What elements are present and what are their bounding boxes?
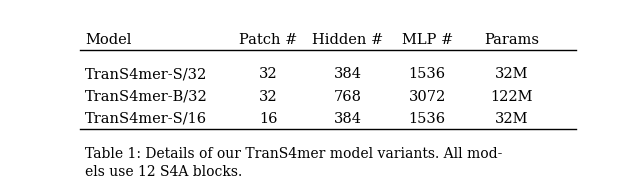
Text: 384: 384 bbox=[334, 112, 362, 126]
Text: 1536: 1536 bbox=[408, 67, 446, 81]
Text: 768: 768 bbox=[334, 89, 362, 103]
Text: 32M: 32M bbox=[495, 67, 528, 81]
Text: Hidden #: Hidden # bbox=[312, 33, 383, 47]
Text: TranS4mer-B/32: TranS4mer-B/32 bbox=[85, 89, 208, 103]
Text: els use 12 S4A blocks.: els use 12 S4A blocks. bbox=[85, 165, 242, 179]
Text: 3072: 3072 bbox=[408, 89, 446, 103]
Text: 384: 384 bbox=[334, 67, 362, 81]
Text: 32: 32 bbox=[259, 67, 278, 81]
Text: Patch #: Patch # bbox=[239, 33, 298, 47]
Text: 1536: 1536 bbox=[408, 112, 446, 126]
Text: Model: Model bbox=[85, 33, 131, 47]
Text: 16: 16 bbox=[259, 112, 278, 126]
Text: Params: Params bbox=[484, 33, 539, 47]
Text: 122M: 122M bbox=[490, 89, 532, 103]
Text: TranS4mer-S/16: TranS4mer-S/16 bbox=[85, 112, 207, 126]
Text: 32: 32 bbox=[259, 89, 278, 103]
Text: TranS4mer-S/32: TranS4mer-S/32 bbox=[85, 67, 207, 81]
Text: 32M: 32M bbox=[495, 112, 528, 126]
Text: MLP #: MLP # bbox=[401, 33, 453, 47]
Text: Table 1: Details of our TranS4mer model variants. All mod-: Table 1: Details of our TranS4mer model … bbox=[85, 147, 502, 161]
